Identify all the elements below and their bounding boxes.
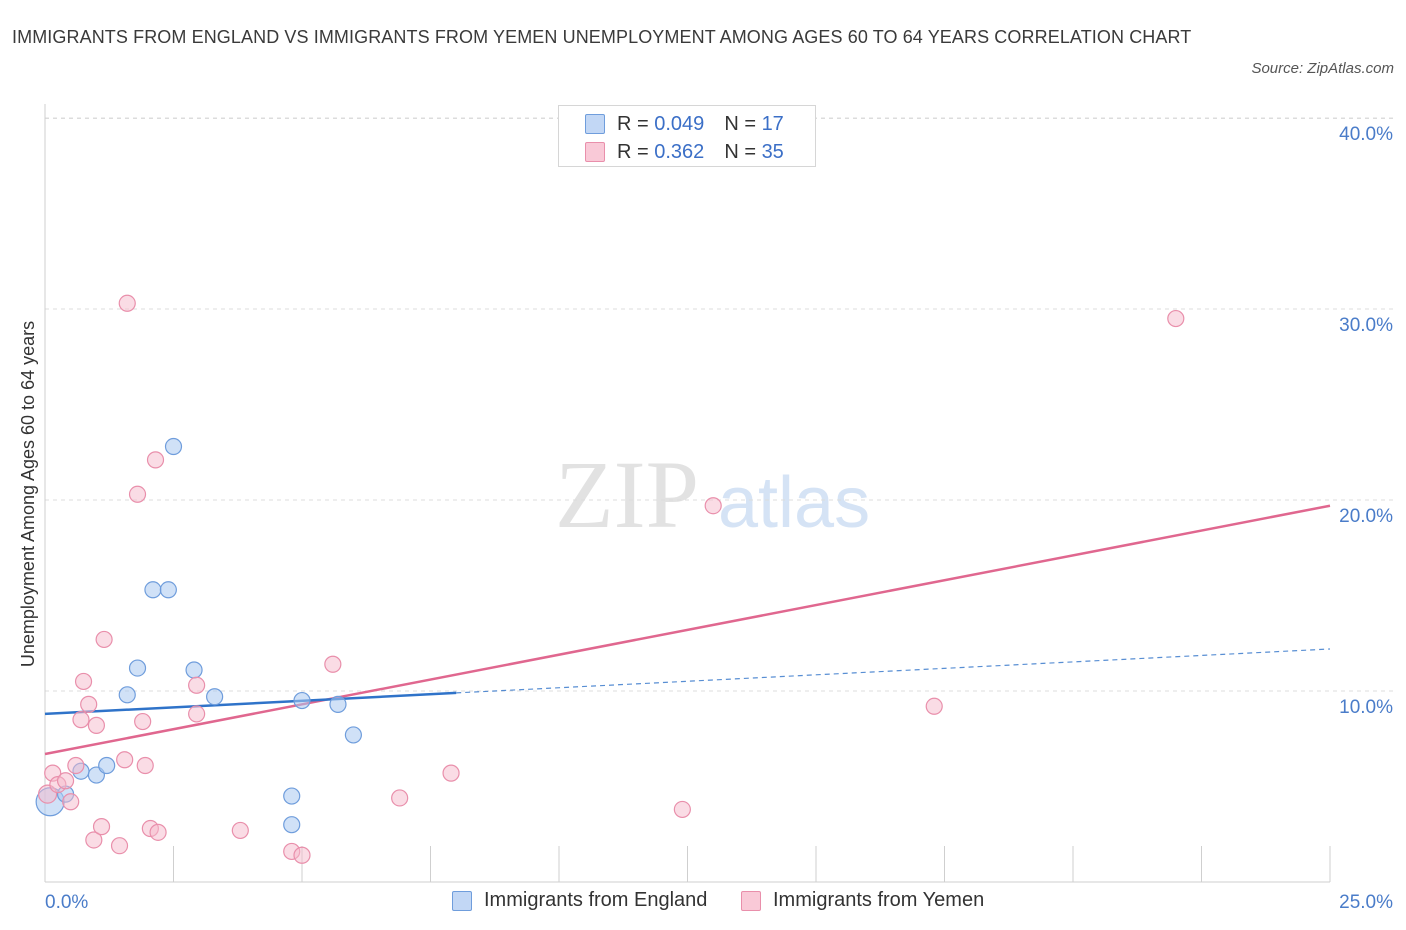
- yemen-legend-swatch: [741, 890, 761, 911]
- y-tick-label: 30.0%: [1339, 315, 1393, 336]
- legend-item-yemen[interactable]: Immigrants from Yemen: [741, 889, 984, 912]
- yemen-point: [391, 789, 409, 807]
- yemen-point: [704, 497, 722, 515]
- chart-title: IMMIGRANTS FROM ENGLAND VS IMMIGRANTS FR…: [12, 27, 1192, 47]
- source-credit: Source: ZipAtlas.com: [1251, 60, 1394, 77]
- yemen-point: [188, 676, 206, 694]
- yemen-point: [67, 756, 85, 775]
- yemen-n-value: 35: [761, 140, 784, 163]
- correlation-legend: R = 0.049 N = 17 R = 0.362 N = 35: [558, 105, 816, 167]
- yemen-point: [62, 793, 80, 811]
- legend-item-england[interactable]: Immigrants from England: [452, 889, 707, 912]
- y-tick-label: 20.0%: [1339, 506, 1393, 527]
- x-tick-labels: 0.0% 25.0%: [45, 892, 1393, 913]
- y-tick-labels: 10.0% 20.0% 30.0% 40.0%: [1339, 124, 1393, 718]
- yemen-point: [925, 697, 943, 715]
- yemen-point: [92, 818, 111, 836]
- yemen-legend-label: Immigrants from Yemen: [773, 889, 985, 911]
- x-tick-label: 0.0%: [45, 892, 88, 913]
- yemen-point: [116, 751, 134, 769]
- yemen-point: [85, 831, 103, 849]
- england-n-value: 17: [761, 112, 784, 135]
- england-point: [144, 581, 162, 599]
- england-n-label: N =: [724, 112, 762, 135]
- england-point: [283, 816, 301, 834]
- england-point: [118, 686, 136, 704]
- yemen-swatch: [585, 142, 605, 162]
- y-tick-label: 10.0%: [1339, 697, 1393, 718]
- england-point: [159, 581, 177, 599]
- yemen-point: [149, 823, 167, 841]
- yemen-point: [442, 764, 460, 782]
- grid-lines: [45, 117, 1395, 692]
- data-points: [35, 294, 1185, 864]
- england-swatch: [585, 114, 605, 134]
- legend-row-england: R = 0.049 N = 17: [585, 111, 784, 137]
- england-trend-extension: [456, 648, 1331, 694]
- yemen-point: [95, 630, 113, 649]
- yemen-point: [56, 772, 75, 790]
- england-legend-swatch: [452, 890, 472, 911]
- yemen-point: [87, 716, 106, 734]
- england-legend-label: Immigrants from England: [484, 889, 708, 911]
- england-point: [128, 659, 147, 677]
- england-point: [283, 787, 301, 805]
- england-r-value: 0.049: [654, 112, 705, 135]
- england-point: [206, 688, 224, 706]
- yemen-point: [673, 800, 691, 819]
- y-tick-label: 40.0%: [1339, 124, 1393, 145]
- yemen-point: [293, 846, 311, 864]
- england-point: [164, 437, 183, 456]
- yemen-point: [128, 485, 147, 503]
- trend-lines: [44, 504, 1331, 756]
- yemen-trend-line: [44, 504, 1331, 756]
- yemen-point: [80, 695, 98, 713]
- england-point: [293, 691, 311, 710]
- yemen-point: [118, 294, 136, 312]
- yemen-n-label: N =: [724, 140, 762, 163]
- yemen-point: [1167, 309, 1185, 328]
- yemen-point: [188, 705, 206, 723]
- yemen-point: [324, 655, 342, 673]
- england-point: [329, 695, 347, 713]
- yemen-r-label: R =: [617, 140, 655, 163]
- y-axis-label: Unemployment Among Ages 60 to 64 years: [18, 321, 38, 667]
- yemen-point: [72, 711, 90, 729]
- x-tick-label: 25.0%: [1339, 892, 1393, 913]
- yemen-r-value: 0.362: [654, 140, 705, 163]
- england-r-label: R =: [617, 112, 655, 135]
- watermark-atlas: atlas: [718, 463, 870, 543]
- england-point: [185, 661, 203, 679]
- series-legend: Immigrants from England Immigrants from …: [0, 889, 1406, 917]
- yemen-point: [136, 756, 154, 775]
- watermark: ZIP atlas: [555, 441, 870, 548]
- legend-row-yemen: R = 0.362 N = 35: [585, 139, 784, 165]
- england-trend-line: [44, 691, 457, 716]
- yemen-point: [134, 712, 152, 731]
- yemen-point: [74, 672, 93, 691]
- yemen-point: [110, 837, 129, 855]
- england-point: [344, 726, 362, 744]
- yemen-point: [146, 451, 165, 469]
- watermark-zip: ZIP: [555, 441, 699, 548]
- yemen-point: [231, 821, 249, 840]
- england-point: [98, 756, 116, 775]
